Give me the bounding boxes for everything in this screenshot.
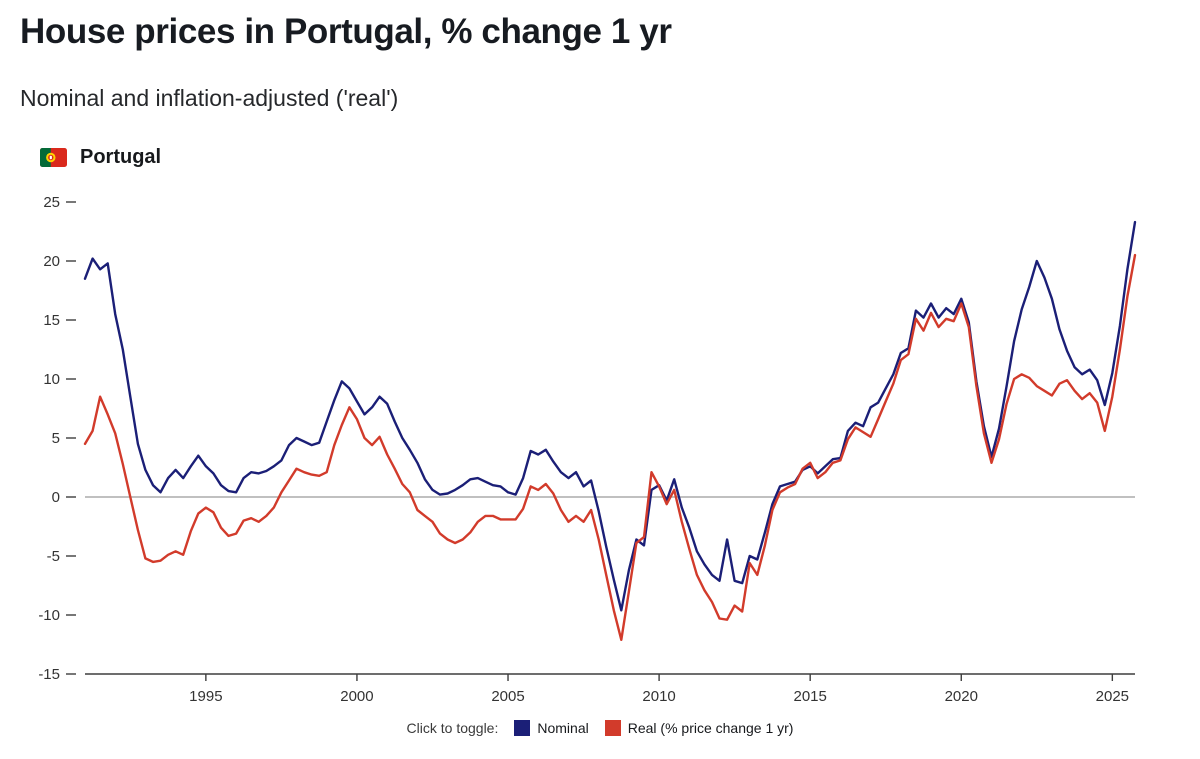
nominal-swatch-icon	[514, 720, 531, 736]
x-tick-label: 2010	[642, 688, 675, 704]
y-tick-label: 15	[43, 312, 60, 329]
country-name: Portugal	[80, 146, 162, 168]
legend-item-nominal[interactable]: Nominal	[514, 720, 589, 736]
x-tick-label: 2015	[793, 688, 826, 704]
legend-instruction: Click to toggle:	[406, 720, 499, 736]
y-tick-label: -15	[38, 666, 60, 683]
y-tick-label: -5	[47, 548, 60, 565]
x-tick-label: 2020	[945, 688, 978, 704]
legend-item-real[interactable]: Real (% price change 1 yr)	[604, 720, 794, 736]
y-tick-label: 10	[43, 371, 60, 388]
y-tick-label: 5	[52, 430, 60, 447]
y-tick-label: -10	[38, 607, 60, 624]
x-tick-label: 2000	[340, 688, 373, 704]
legend-label-real: Real (% price change 1 yr)	[627, 720, 794, 736]
y-tick-label: 25	[43, 194, 60, 211]
real-swatch-icon	[604, 720, 621, 736]
portugal-flag-icon	[40, 148, 67, 167]
country-label-row: Portugal	[40, 146, 161, 169]
nominal-line	[83, 220, 1137, 612]
real-line	[83, 253, 1137, 641]
legend-label-nominal: Nominal	[537, 720, 589, 736]
y-tick-label: 0	[52, 489, 60, 506]
x-tick-label: 2005	[491, 688, 524, 704]
y-tick-label: 20	[43, 253, 60, 270]
legend: Click to toggle: Nominal Real (% price c…	[0, 720, 1200, 736]
x-tick-label: 1995	[189, 688, 222, 704]
chart-subtitle: Nominal and inflation-adjusted ('real')	[20, 85, 399, 111]
x-tick-label: 2025	[1096, 688, 1129, 704]
chart-area: -15 -10 -5 0 5 10 15 20 25 1995 2000 2005 2010 2015 20…	[10, 188, 1155, 705]
chart-title: House prices in Portugal, % change 1 yr	[20, 12, 672, 51]
